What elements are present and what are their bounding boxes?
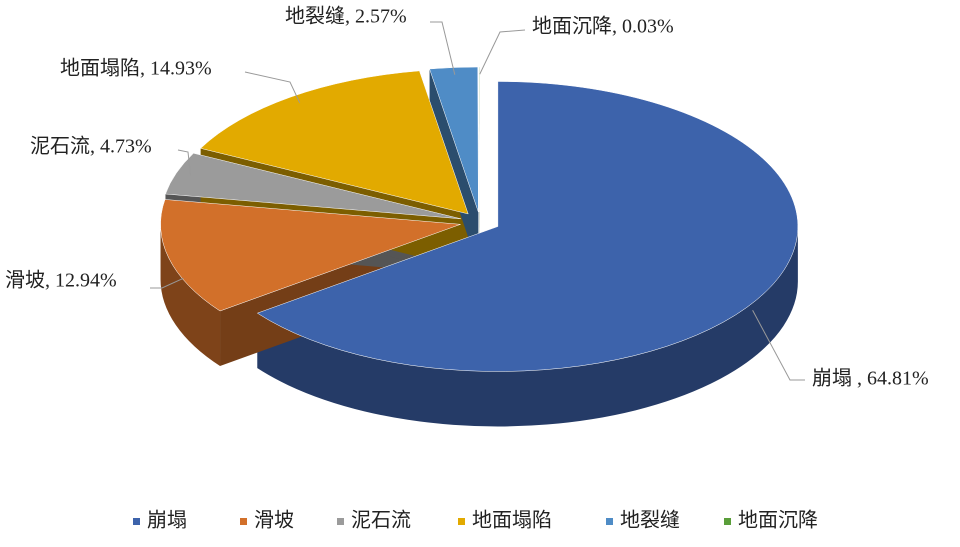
data-label: 滑坡, 12.94% — [5, 269, 117, 292]
leader-line — [752, 310, 805, 381]
leader-line — [244, 71, 301, 104]
slice — [200, 70, 469, 215]
leader-line — [430, 21, 456, 75]
legend-label: 地裂缝 — [620, 509, 680, 532]
slice — [256, 81, 799, 372]
data-label: 地裂缝, 2.57% — [285, 5, 407, 28]
legend-marker — [724, 518, 731, 525]
leader-line — [177, 149, 192, 176]
slice — [479, 66, 481, 213]
legend-marker — [133, 518, 140, 525]
data-label: 地面塌陷, 14.93% — [60, 57, 212, 80]
slice-wall — [160, 224, 221, 366]
legend-label: 地面沉降 — [738, 509, 818, 532]
legend-label: 滑坡 — [254, 509, 294, 532]
leader-line — [479, 29, 526, 75]
legend-label: 泥石流 — [351, 509, 411, 532]
data-label: 崩塌 , 64.81% — [812, 367, 929, 390]
legend-marker — [240, 518, 247, 525]
legend-marker — [458, 518, 465, 525]
slice-wall — [257, 226, 798, 427]
leader-line — [150, 277, 184, 289]
data-label: 地面沉降, 0.03% — [532, 15, 674, 38]
slice — [429, 66, 479, 213]
slice — [160, 199, 461, 312]
legend-marker — [606, 518, 613, 525]
slice — [165, 152, 462, 220]
legend-label: 地面塌陷 — [472, 509, 552, 532]
slice-side — [429, 68, 479, 268]
legend-marker — [337, 518, 344, 525]
legend-label: 崩塌 — [147, 509, 187, 532]
data-label: 泥石流, 4.73% — [30, 135, 152, 158]
